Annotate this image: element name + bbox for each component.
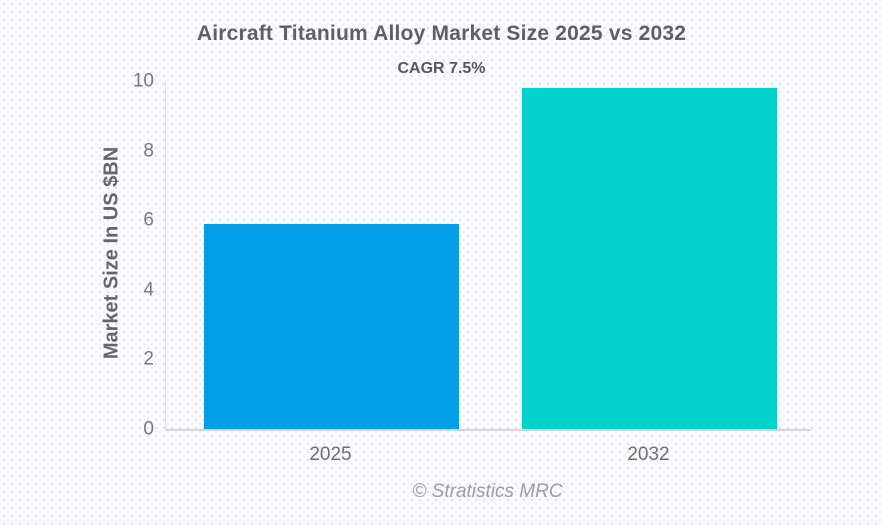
x-axis-label-2025: 2025 bbox=[309, 444, 352, 465]
y-tick-label-0: 0 bbox=[143, 418, 154, 440]
bar-2025 bbox=[204, 223, 459, 429]
x-axis-label-2032: 2032 bbox=[627, 444, 670, 465]
y-tick-label-2: 2 bbox=[143, 348, 154, 370]
bar-2032 bbox=[522, 87, 777, 429]
y-tick-label-8: 8 bbox=[143, 140, 154, 162]
y-axis-title: Market Size In US $BN bbox=[100, 146, 123, 360]
y-tick-label-6: 6 bbox=[143, 209, 154, 231]
chart-subtitle-cagr: CAGR 7.5% bbox=[397, 60, 486, 77]
chart-footer-attribution: © Stratistics MRC bbox=[412, 481, 563, 502]
plot-area: 0 2 4 6 8 10 bbox=[133, 72, 811, 439]
y-tick-label-10: 10 bbox=[132, 70, 154, 92]
chart-title: Aircraft Titanium Alloy Market Size 2025… bbox=[196, 22, 687, 45]
y-tick-label-4: 4 bbox=[143, 279, 154, 301]
